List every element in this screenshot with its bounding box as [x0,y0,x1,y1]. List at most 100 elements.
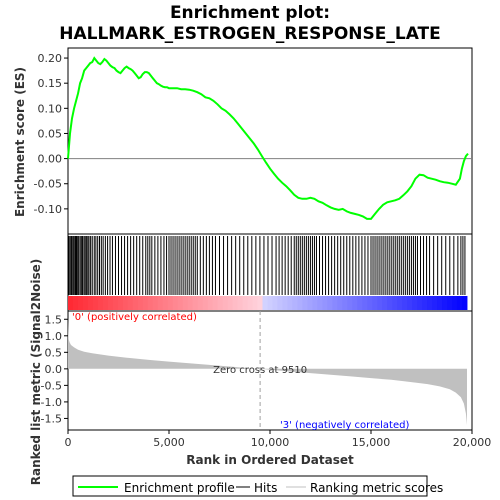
es-y-tick-label: -0.10 [34,203,62,216]
rank-bar-segment [222,296,229,310]
legend-frame [72,475,428,497]
rank-bar-segment [257,296,263,310]
legend-label-hits: Hits [254,481,277,495]
rank-bar-segment [182,296,189,310]
es-y-tick-label: 0.10 [38,102,63,115]
rank-bar-segment [427,296,433,310]
rank-bar-segment [461,296,468,310]
rank-bar-segment [232,296,239,310]
rank-bar-segment [407,296,413,310]
rank-bar-segment [172,296,179,310]
metric-y-tick-label: 1.5 [45,313,63,326]
es-panel: 0.20 0.15 0.10 0.05 0.00 -0.05 -0.10 Enrichmen… [13,47,473,235]
rank-bar-segment [252,296,259,310]
rank-bar-segment [137,296,144,310]
es-y-tick-label: -0.05 [34,178,62,191]
rank-bar-segment [282,296,288,310]
rank-bar-segment [112,296,119,310]
rank-bar-segment [437,296,443,310]
rank-bar-segment [456,296,463,310]
metric-y-tick-label: 0.0 [45,363,63,376]
rank-bar-segment [372,296,378,310]
rank-bar-segment [347,296,353,310]
x-tick-label: 5,000 [153,436,185,449]
rank-bar-segment [107,296,114,310]
metric-y-axis: 1.5 1.0 0.5 0.0 -0.5 -1.0 -1.5 [41,313,68,425]
es-y-tick-label: 0.00 [38,153,63,166]
rank-bar-segment [247,296,254,310]
rank-bar-segment [417,296,423,310]
rank-bar-segment [237,296,244,310]
rank-bar-segment [412,296,418,310]
metric-y-tick-label: 0.5 [45,346,63,359]
positive-correlation-label: '0' (positively correlated) [72,312,197,323]
rank-bar-segment [357,296,363,310]
rank-bar-segment [442,296,448,310]
rank-bar-segment [317,296,323,310]
rank-bar-segment [152,296,159,310]
enrichment-profile-line [67,56,469,220]
rank-bar-segment [212,296,219,310]
legend-label-ranking-metric: Ranking metric scores [310,481,443,495]
rank-bar-segment [187,296,194,310]
rank-bar-segment [297,296,303,310]
es-y-tick-label: 0.20 [38,52,63,65]
ranking-metric-area [68,317,467,425]
es-y-tick-label: 0.15 [38,77,63,90]
rank-bar-segment [117,296,124,310]
metric-panel: 1.5 1.0 0.5 0.0 -0.5 -1.0 -1.5 '0' (positively… [29,259,491,486]
hits-panel [67,233,473,312]
rank-bar-segment [142,296,149,310]
rank-bar-segment [432,296,438,310]
x-tick-label: 20,000 [453,436,492,449]
rank-bar-segment [202,296,209,310]
chart-title-line1: Enrichment plot: [170,3,330,23]
rank-bar-segment [272,296,278,310]
rank-bar-segment [92,296,99,310]
rank-bar-segment [277,296,283,310]
es-panel-frame [67,47,473,235]
x-axis: 0 5,000 10,000 15,000 20,000 [65,430,492,449]
metric-y-tick-label: -1.5 [41,412,62,425]
rank-bar-segment [192,296,199,310]
rank-bar-segment [327,296,333,310]
rank-bar-segment [312,296,318,310]
rank-bar-segment [402,296,408,310]
rank-bar-segment [227,296,234,310]
rank-bar-segment [287,296,293,310]
rank-bar-segment [177,296,184,310]
rank-bar-segment [447,296,453,310]
rank-bar-segment [451,296,458,310]
rank-bar-segment [387,296,393,310]
rank-bar-segment [127,296,134,310]
rank-color-bar [68,296,468,310]
rank-bar-segment [367,296,373,310]
es-y-tick-label: 0.05 [38,127,63,140]
rank-bar-segment [147,296,154,310]
negative-correlation-label: '3' (negatively correlated) [280,420,409,431]
es-y-axis-label: Enrichment score (ES) [13,67,27,217]
rank-bar-segment [68,296,74,310]
x-tick-label: 0 [65,436,72,449]
rank-bar-segment [342,296,348,310]
rank-bar-segment [87,296,94,310]
rank-bar-segment [377,296,383,310]
rank-bar-segment [307,296,313,310]
chart-title-line2: HALLMARK_ESTROGEN_RESPONSE_LATE [59,24,441,44]
zero-cross-label: Zero cross at 9510 [213,365,307,376]
metric-y-tick-label: 1.0 [45,330,63,343]
rank-bar-segment [362,296,368,310]
x-axis-label: Rank in Ordered Dataset [186,453,354,467]
rank-bar-segment [322,296,328,310]
rank-bar-segment [197,296,204,310]
rank-bar-segment [337,296,343,310]
metric-y-tick-label: -1.0 [41,396,62,409]
x-tick-label: 10,000 [251,436,290,449]
rank-bar-segment [422,296,428,310]
rank-bar-segment [167,296,174,310]
rank-bar-segment [157,296,164,310]
rank-bar-segment [262,296,268,310]
legend: Enrichment profile Hits Ranking metric s… [72,475,443,497]
rank-bar-segment [162,296,169,310]
